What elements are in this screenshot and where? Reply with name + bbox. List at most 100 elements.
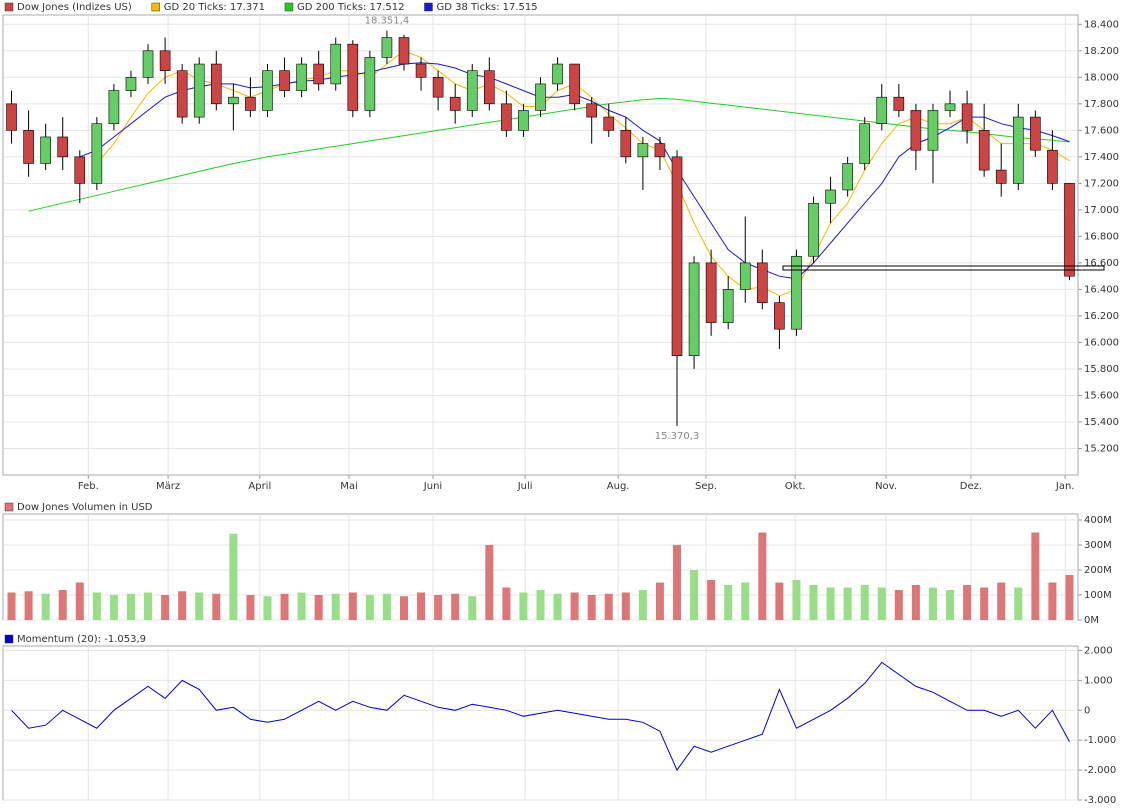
volume-bar (24, 591, 33, 620)
volume-bar (911, 585, 920, 620)
volume-bar (741, 582, 750, 620)
y-tick-label: -2.000 (1084, 765, 1116, 776)
candle-body (484, 70, 495, 105)
candle-body (1030, 116, 1041, 151)
candle-body (6, 103, 17, 131)
volume-bar (860, 585, 869, 620)
candle-body (671, 156, 683, 356)
candle-body (23, 130, 34, 164)
y-tick-label: 300M (1084, 540, 1112, 551)
volume-bar (690, 570, 699, 620)
y-tick-label: 18.200 (1084, 46, 1119, 57)
y-tick-label: 17.600 (1084, 125, 1119, 136)
y-tick-label: 16.600 (1084, 258, 1119, 269)
candle-body (142, 50, 154, 78)
volume-bar (963, 585, 972, 620)
volume-bar (212, 593, 221, 620)
candle-body (637, 143, 649, 158)
candle-body (586, 103, 597, 118)
volume-bar (621, 592, 630, 620)
candle-body (347, 43, 359, 111)
candle-body (552, 63, 563, 85)
volume-bar (297, 592, 306, 620)
volume-bar (519, 592, 528, 620)
y-tick-label: 1.000 (1084, 675, 1113, 686)
candle-body (364, 57, 376, 111)
volume-bar (468, 596, 477, 620)
plot-frame (2, 14, 1079, 476)
legend-swatch (4, 2, 14, 12)
candle-body (228, 96, 239, 105)
candle-body (398, 37, 410, 65)
volume-bar (570, 592, 579, 620)
legend-label: Dow Jones Volumen in USD (17, 502, 153, 513)
volume-bar (587, 595, 596, 620)
legend-label: GD 38 Ticks: 17.515 (436, 2, 537, 13)
x-tick-label: Nov. (875, 481, 897, 492)
legend-swatch (4, 502, 14, 512)
volume-bar (1031, 532, 1040, 620)
candle-body (262, 70, 273, 111)
candle-body (279, 70, 290, 91)
candle-body (978, 130, 990, 171)
candle-body (176, 70, 188, 118)
y-tick-label: 15.600 (1084, 390, 1119, 401)
y-tick-label: 16.800 (1084, 231, 1119, 242)
y-tick-label: 16.400 (1084, 284, 1119, 295)
candle-body (415, 63, 427, 78)
candle-body (108, 90, 120, 125)
volume-bar (41, 593, 50, 620)
y-tick-label: 200M (1084, 565, 1112, 576)
legend-swatch (4, 634, 14, 644)
volume-bar (1014, 587, 1023, 620)
candle-body (193, 63, 205, 118)
volume-bar (1065, 575, 1074, 620)
x-tick-label: Dez. (960, 481, 982, 492)
candle-body (995, 169, 1007, 184)
volume-bar (928, 587, 937, 620)
candle-body (893, 96, 905, 111)
support-box (782, 265, 1105, 271)
x-tick-label: Jan. (1055, 481, 1075, 492)
candle-body (654, 143, 666, 158)
candle-body (603, 116, 615, 131)
candle-body (1047, 149, 1058, 184)
volume-bar (331, 593, 340, 620)
x-tick-label: Okt. (785, 481, 806, 492)
volume-bar (1048, 582, 1057, 620)
y-tick-label: 0 (1084, 705, 1090, 716)
y-tick-label: 15.800 (1084, 364, 1119, 375)
candle-body (722, 289, 734, 323)
candle-body (944, 103, 956, 111)
x-tick-label: März (156, 481, 180, 492)
candle-body (859, 123, 871, 164)
candle-body (330, 43, 342, 85)
y-tick-label: 100M (1084, 590, 1112, 601)
y-tick-label: -1.000 (1084, 735, 1116, 746)
candle-body (791, 255, 802, 330)
candle-body (501, 103, 512, 131)
candle-body (705, 262, 717, 323)
candle-body (57, 136, 69, 158)
volume-bar (809, 585, 818, 620)
candle-body (620, 130, 632, 158)
candle-body (961, 103, 973, 131)
volume-bar (399, 596, 408, 620)
x-tick-label: Feb. (78, 481, 99, 492)
volume-bar (126, 593, 135, 620)
volume-bar (536, 590, 545, 620)
volume-bar (314, 595, 323, 620)
candle-body (245, 96, 256, 111)
y-tick-label: 18.000 (1084, 72, 1119, 83)
moving-average (96, 50, 1070, 297)
candle-body (313, 63, 324, 85)
legend-label: Momentum (20): -1.053,9 (17, 634, 146, 645)
candle-body (757, 262, 768, 303)
volume-bar (109, 595, 118, 620)
x-tick-label: Sep. (695, 481, 717, 492)
volume-bar (263, 596, 272, 620)
candle-body (296, 63, 307, 91)
x-tick-label: Aug. (607, 481, 630, 492)
legend-label: GD 20 Ticks: 17.371 (164, 2, 265, 13)
